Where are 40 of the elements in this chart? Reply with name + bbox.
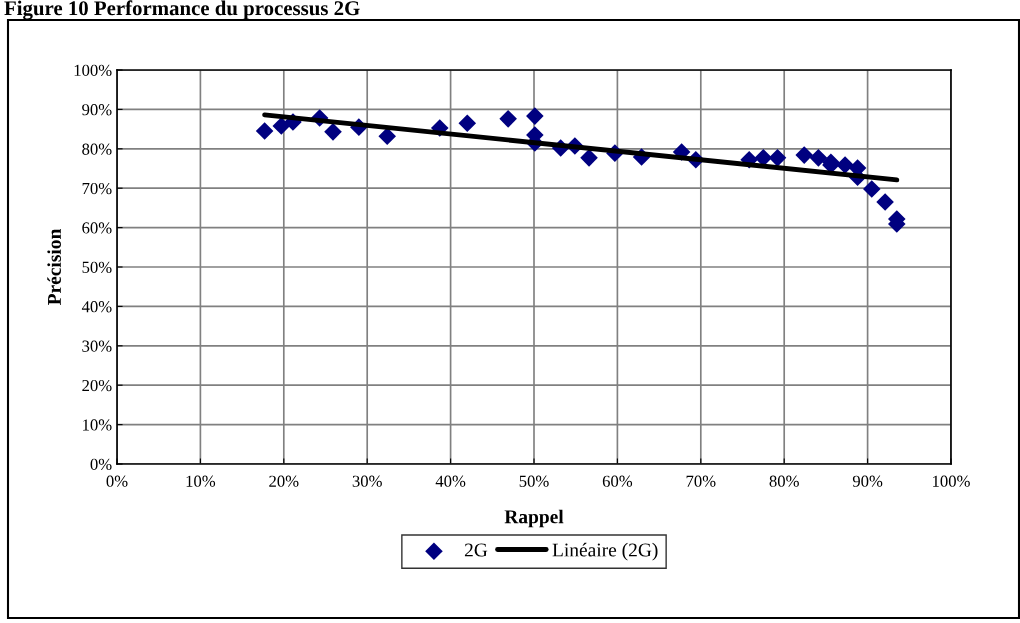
point (526, 107, 544, 125)
x-tick-label: 70% (686, 475, 716, 487)
point (255, 122, 274, 140)
point (795, 146, 813, 164)
point (324, 123, 342, 141)
point (876, 193, 894, 211)
x-tick-label: 20% (269, 475, 299, 487)
y-axis-title: Précision (47, 228, 61, 306)
y-tick-label: 80% (82, 143, 112, 155)
y-tick-label: 20% (82, 379, 112, 392)
y-tick-label: 70% (82, 182, 112, 195)
y-tick-label: 10% (83, 419, 112, 431)
x-tick-label: 60% (602, 475, 633, 487)
y-tick-label: 60% (82, 222, 112, 234)
x-tick-label: 40% (435, 475, 466, 487)
y-tick-label: 40% (81, 301, 112, 313)
point (862, 180, 881, 198)
point (378, 127, 396, 145)
x-tick-label: 50% (519, 475, 549, 487)
y-tick-label: 50% (82, 261, 112, 273)
chart-title: Figure 10 Performance du processus 2G (4, 0, 360, 20)
x-tick-label: 10% (186, 475, 216, 487)
x-axis-title: Rappel (504, 509, 564, 528)
point (272, 117, 291, 135)
point (809, 149, 828, 167)
legend-label: 2G (464, 543, 488, 557)
x-tick-label: 100% (933, 475, 970, 487)
x-tick-label: 30% (352, 475, 382, 487)
point (458, 114, 477, 132)
y-tick-label: 30% (82, 340, 112, 352)
y-tick-label: 0% (90, 458, 112, 470)
x-tick-label: 90% (852, 475, 883, 487)
point (499, 110, 517, 128)
x-tick-label: 0% (106, 475, 128, 487)
y-tick-label: 100% (74, 64, 112, 76)
point (580, 149, 598, 167)
point (768, 149, 787, 167)
x-tick-label: 80% (769, 475, 799, 487)
y-tick-label: 90% (82, 104, 112, 116)
legend-label: Linéaire (2G) (552, 542, 658, 561)
